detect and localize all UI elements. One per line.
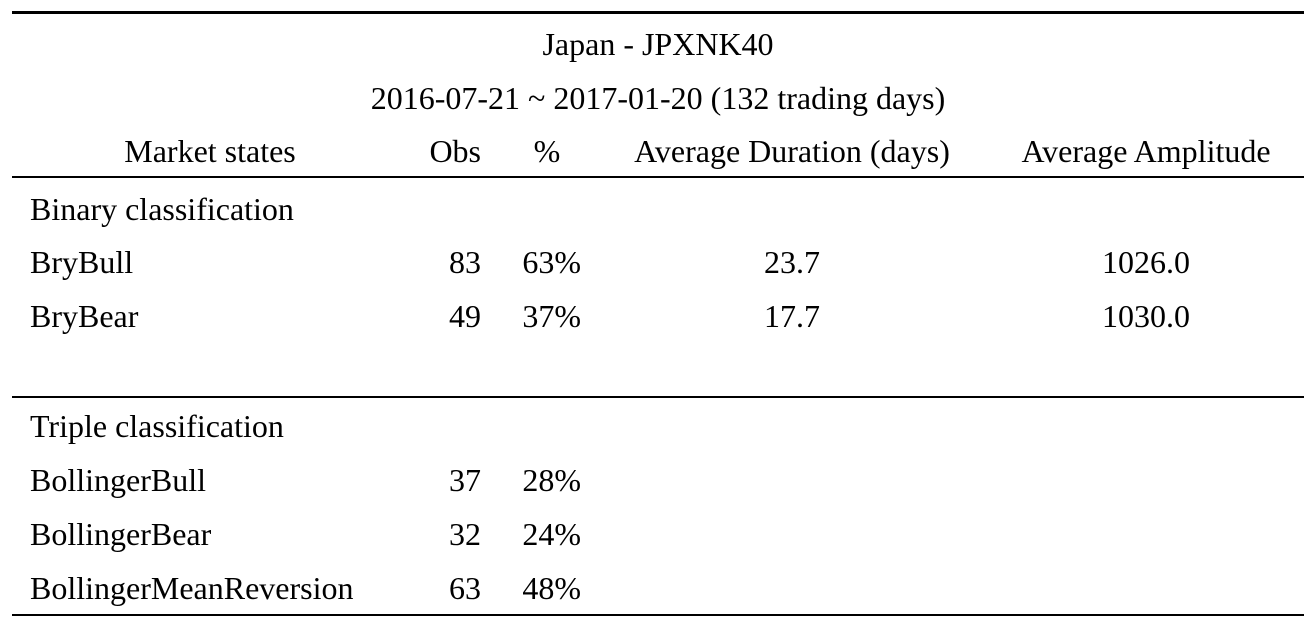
column-header: Average Duration (days) bbox=[634, 133, 950, 169]
cell: 24% bbox=[522, 516, 581, 552]
section-title: Binary classification bbox=[30, 191, 294, 227]
cell: 37% bbox=[522, 298, 581, 334]
cell: 1026.0 bbox=[1102, 244, 1190, 280]
cell: 63 bbox=[449, 570, 481, 606]
row-label: BollingerMeanReversion bbox=[30, 570, 354, 606]
cell: 49 bbox=[449, 298, 481, 334]
row-label: BollingerBull bbox=[30, 462, 206, 498]
table-title: Japan - JPXNK40 bbox=[542, 26, 774, 62]
column-header: % bbox=[533, 133, 561, 169]
section-title: Triple classification bbox=[30, 408, 284, 444]
column-header: Market states bbox=[124, 133, 296, 169]
cell: 37 bbox=[449, 462, 481, 498]
cell: 63% bbox=[522, 244, 581, 280]
cell: 48% bbox=[522, 570, 581, 606]
row-label: BryBull bbox=[30, 244, 134, 280]
column-header: Average Amplitude bbox=[1021, 133, 1271, 169]
column-header: Obs bbox=[429, 133, 481, 169]
row-label: BryBear bbox=[30, 298, 139, 334]
cell: 83 bbox=[449, 244, 481, 280]
header-rule bbox=[12, 176, 1304, 178]
row-label: BollingerBear bbox=[30, 516, 212, 552]
cell: 1030.0 bbox=[1102, 298, 1190, 334]
table-subtitle: 2016-07-21 ~ 2017-01-20 (132 trading day… bbox=[370, 80, 946, 116]
cell: 23.7 bbox=[764, 244, 820, 280]
cell: 17.7 bbox=[764, 298, 820, 334]
cell: 32 bbox=[449, 516, 481, 552]
cell: 28% bbox=[522, 462, 581, 498]
bottom-rule bbox=[12, 614, 1304, 616]
top-rule bbox=[12, 11, 1304, 14]
section-rule bbox=[12, 396, 1304, 398]
